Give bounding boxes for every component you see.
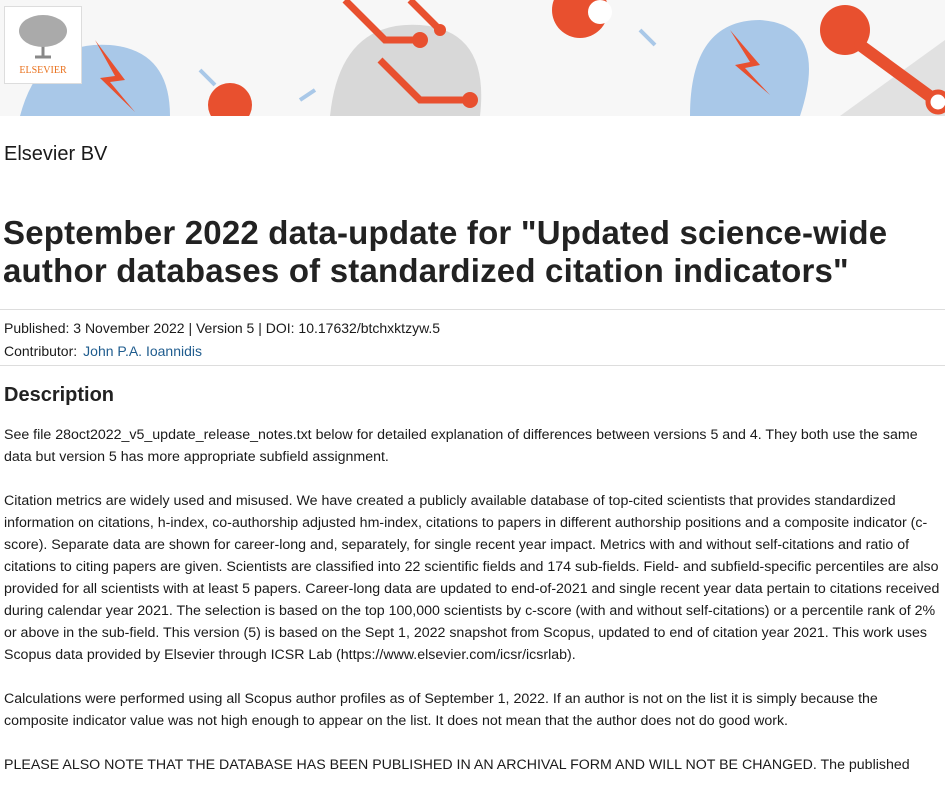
banner-art (0, 0, 945, 116)
logo-tree (19, 15, 67, 59)
contributor-link[interactable]: John P.A. Ioannidis (83, 343, 202, 359)
description-paragraph: Calculations were performed using all Sc… (4, 691, 878, 729)
divider (0, 365, 945, 366)
description-paragraph: PLEASE ALSO NOTE THAT THE DATABASE HAS B… (4, 757, 910, 773)
description-heading: Description (4, 384, 115, 406)
page: {"header":{"logo_text":"ELSEVIER"}, "pub… (0, 0, 945, 773)
contributor-label: Contributor: (4, 343, 78, 359)
banner: ELSEVIER (0, 0, 945, 116)
description-body: See file 28oct2022_v5_update_release_not… (4, 424, 942, 798)
description-paragraph: See file 28oct2022_v5_update_release_not… (4, 427, 918, 465)
published-info: Published: 3 November 2022 | Version 5 |… (4, 320, 441, 336)
divider (0, 309, 945, 310)
elsevier-logo[interactable]: ELSEVIER (4, 6, 82, 84)
logo-text: ELSEVIER (19, 65, 67, 76)
dataset-title: September 2022 data-update for "Updated … (3, 214, 888, 289)
publisher: Elsevier BV (4, 143, 108, 165)
meta: Published: 3 November 2022 | Version 5 |… (4, 317, 440, 363)
description-paragraph: Citation metrics are widely used and mis… (4, 493, 940, 663)
contributor-row: Contributor: John P.A. Ioannidis (4, 340, 440, 363)
